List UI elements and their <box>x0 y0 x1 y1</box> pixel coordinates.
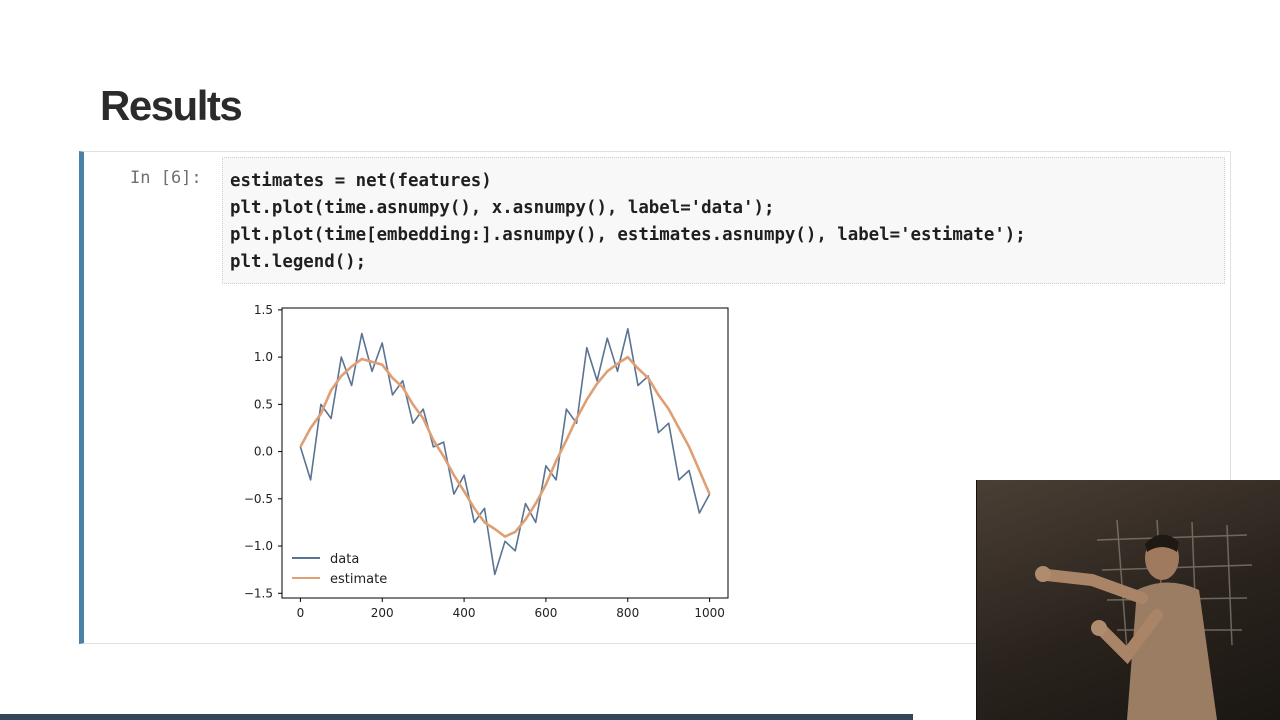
speaker-video <box>976 480 1280 720</box>
progress-bar <box>0 714 913 720</box>
series-line-data <box>299 327 711 576</box>
code-block[interactable]: estimates = net(features) plt.plot(time.a… <box>230 168 1026 276</box>
slide-title: Results <box>100 82 243 129</box>
code-line-4: plt.legend(); <box>230 252 367 272</box>
code-input-area[interactable] <box>222 157 1225 284</box>
y-tick-label: 1.5 <box>254 303 273 317</box>
x-tick-label: 200 <box>371 606 394 620</box>
y-tick-label: 0.0 <box>254 445 273 459</box>
output-chart: 0 200 400 600 800 1000 1.5 1.0 0.5 0.0 −0.5 −1.0 −1.… <box>244 303 729 620</box>
chart-legend: data estimate <box>292 552 387 587</box>
legend-label-estimate: estimate <box>330 572 387 587</box>
y-tick-label: −0.5 <box>244 492 273 506</box>
series-line-estimate <box>299 355 711 538</box>
x-tick-label: 600 <box>534 606 557 620</box>
legend-label-data: data <box>330 552 359 567</box>
y-tick-label: −1.0 <box>244 539 273 553</box>
code-line-2: plt.plot(time.asnumpy(), x.asnumpy(), la… <box>230 198 775 218</box>
x-tick-label: 800 <box>616 606 639 620</box>
code-line-3: plt.plot(time[embedding:].asnumpy(), est… <box>230 225 1026 245</box>
cell-prompt: In [6]: <box>130 168 202 188</box>
y-tick-label: 1.0 <box>254 350 273 364</box>
x-tick-label: 1000 <box>694 606 725 620</box>
plot-frame <box>281 307 729 599</box>
y-tick-label: −1.5 <box>244 586 273 600</box>
y-tick-label: 0.5 <box>254 397 273 411</box>
x-tick-label: 400 <box>453 606 476 620</box>
code-line-1: estimates = net(features) <box>230 171 492 191</box>
speaker-figure <box>1035 519 1253 720</box>
x-tick-label: 0 <box>297 606 305 620</box>
